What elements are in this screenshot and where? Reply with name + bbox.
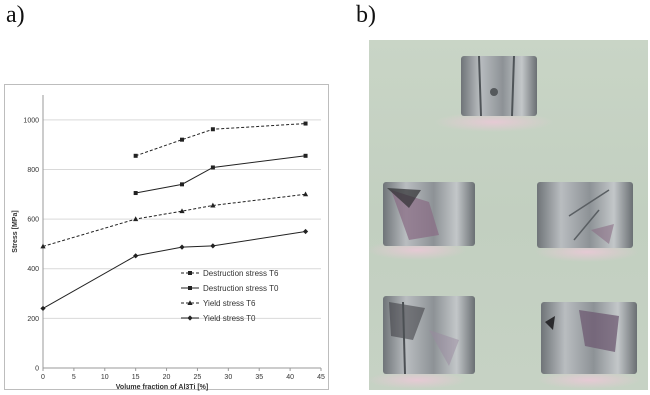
stress-chart: 0 200 400 600 800 1000 0 5 10 15 20 25 30 35 40 45 Volum… [4, 84, 329, 391]
y-tick-label: 1000 [23, 117, 39, 124]
y-tick-label: 600 [27, 217, 39, 224]
data-point [180, 182, 184, 187]
x-tick-label: 35 [255, 374, 263, 381]
x-tick-label: 30 [224, 374, 232, 381]
specimen-middle-left [383, 182, 475, 246]
specimen-middle-right [537, 182, 633, 248]
series-line [135, 123, 306, 157]
data-point [210, 165, 215, 170]
data-point [302, 228, 309, 235]
panel-label-b: b) [356, 2, 376, 28]
x-axis-title: Volume fraction of Al3Ti [%] [116, 384, 208, 391]
data-point [133, 153, 138, 158]
data-point [179, 208, 185, 214]
x-tick-label: 5 [72, 374, 76, 381]
x-tick-label: 10 [101, 374, 109, 381]
x-tick-label: 15 [132, 374, 140, 381]
x-tick-label: 45 [317, 374, 325, 381]
y-tick-label: 200 [27, 316, 39, 323]
y-tick-label: 800 [27, 167, 39, 174]
data-point [210, 202, 216, 208]
x-tick-label: 20 [163, 374, 171, 381]
legend-label: Destruction stress T6 [203, 269, 279, 278]
y-axis-title: Stress [MPa] [12, 210, 19, 252]
legend-label: Yield stress T6 [203, 299, 256, 308]
specimen-photo [367, 40, 648, 390]
y-tick-label: 400 [27, 266, 39, 273]
x-tick-label: 40 [286, 374, 294, 381]
data-point [303, 121, 308, 126]
specimen-bottom-left [383, 296, 475, 375]
data-point [133, 191, 138, 196]
data-point [133, 216, 139, 222]
x-tick-label: 25 [194, 374, 202, 381]
data-point [188, 271, 192, 275]
data-point [187, 315, 193, 321]
specimen-bottom-right [541, 302, 637, 374]
data-point [210, 127, 215, 132]
data-point [180, 137, 184, 142]
data-point [210, 243, 216, 249]
specimen-photo-image [367, 40, 648, 390]
data-point [40, 305, 46, 312]
data-point [133, 253, 139, 259]
series-line [42, 193, 306, 247]
legend-label: Yield stress T0 [203, 314, 256, 323]
data-point [187, 300, 193, 305]
data-point [179, 244, 185, 250]
x-tick-label: 0 [41, 374, 45, 381]
chart-svg: 0 200 400 600 800 1000 0 5 10 15 20 25 30 35 40 45 Volum… [12, 95, 325, 391]
panel-label-a: a) [6, 2, 25, 28]
y-tick-label: 0 [35, 366, 39, 373]
data-point [303, 153, 308, 158]
specimen-top [461, 55, 537, 117]
data-point [302, 191, 309, 197]
data-point [188, 286, 192, 290]
series-line [135, 155, 306, 194]
data-point [40, 243, 46, 249]
legend-label: Destruction stress T0 [203, 284, 279, 293]
